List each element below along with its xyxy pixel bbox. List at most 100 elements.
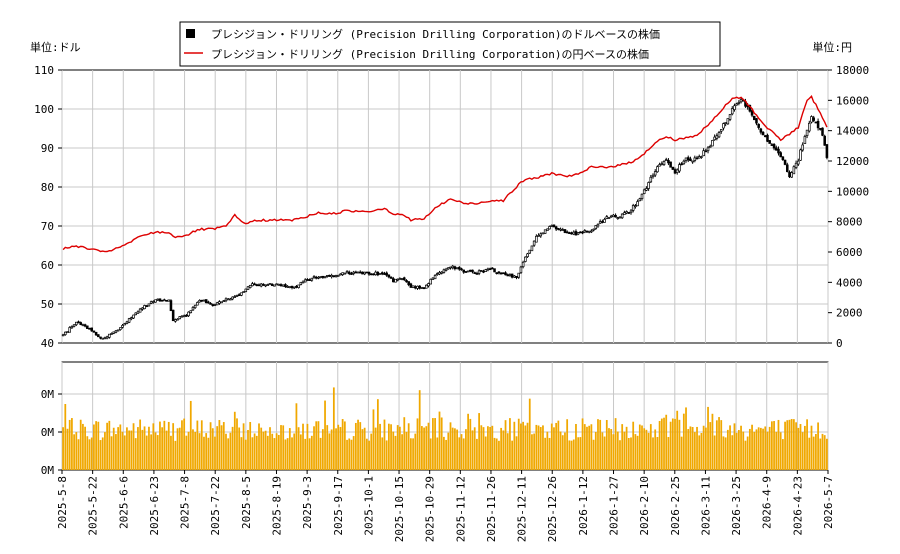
candle-body	[469, 269, 472, 272]
volume-bar	[77, 439, 80, 470]
candle-body	[717, 132, 721, 138]
volume-bar	[583, 424, 586, 470]
candle-body	[576, 232, 580, 235]
candle-body	[623, 212, 626, 215]
candle-body	[662, 161, 666, 165]
x-tick-label: 2025-8-19	[270, 476, 283, 536]
volume-bar	[251, 437, 254, 470]
candle-body	[310, 277, 314, 281]
candle-body	[819, 128, 822, 130]
jpy-tick-label: 8000	[836, 216, 863, 229]
volume-bar	[346, 439, 348, 470]
candle-body	[422, 287, 426, 290]
candle-body	[383, 273, 386, 275]
candle-body	[554, 226, 558, 230]
candle-body	[724, 122, 727, 124]
volume-bar	[299, 434, 302, 470]
candle-body	[255, 284, 259, 286]
volume-bar	[163, 420, 166, 470]
candle-body	[94, 331, 98, 336]
usd-tick-label: 40	[41, 337, 54, 350]
candle-body	[585, 230, 589, 233]
volume-bar	[735, 432, 738, 470]
candle-body	[625, 211, 628, 214]
volume-bar	[156, 435, 159, 470]
volume-bar	[674, 418, 676, 470]
candle-body	[601, 221, 604, 223]
volume-bar	[62, 427, 64, 470]
volume-bar	[365, 438, 368, 470]
candle-body	[189, 310, 193, 314]
volume-bar	[700, 433, 703, 470]
volume-bar	[515, 436, 518, 470]
volume-bar	[533, 433, 536, 470]
candle-body	[607, 217, 611, 219]
volume-bar	[236, 418, 238, 470]
candle-body	[774, 147, 778, 151]
candle-body	[755, 118, 758, 124]
volume-bar	[605, 419, 608, 470]
volume-bar	[654, 429, 657, 470]
volume-bar	[143, 426, 146, 470]
candle-body	[83, 324, 87, 327]
volume-bar	[502, 430, 505, 470]
volume-bar	[597, 419, 599, 470]
candle-body	[369, 273, 373, 276]
usd-axis-ticks: 40 50 60 70 80 90 100 110	[34, 64, 62, 350]
x-tick-label: 2025-6-23	[148, 476, 161, 536]
candle-body	[387, 274, 391, 278]
volume-bar	[154, 432, 157, 470]
volume-bar	[282, 425, 285, 470]
candle-body	[570, 232, 573, 235]
volume-bar	[211, 428, 214, 470]
candle-body	[356, 271, 360, 274]
volume-bar	[746, 436, 749, 470]
volume-bar	[293, 433, 296, 470]
candle-body	[292, 286, 296, 289]
candle-body	[695, 157, 699, 160]
volume-bar	[768, 426, 771, 470]
volume-bar	[495, 438, 498, 470]
candle-body	[361, 271, 364, 275]
candle-body	[218, 301, 221, 304]
candle-body	[671, 166, 675, 170]
candle-body	[761, 131, 765, 136]
candle-body	[431, 277, 435, 280]
candle-body	[262, 283, 265, 286]
volume-bar	[82, 423, 84, 470]
candle-body	[119, 327, 122, 330]
volume-bar	[671, 418, 674, 470]
volume-bar	[786, 420, 789, 470]
volume-bar	[242, 423, 245, 470]
candle-body	[321, 275, 325, 278]
volume-bar	[66, 428, 69, 470]
candle-body	[143, 305, 146, 310]
candle-body	[482, 270, 485, 273]
candle-body	[451, 265, 454, 269]
candle-body	[528, 249, 532, 254]
volume-bar	[693, 432, 696, 470]
candle-body	[281, 284, 285, 287]
candle-body	[510, 273, 514, 278]
volume-bar	[214, 436, 216, 470]
volume-bar	[222, 422, 225, 470]
candle-body	[812, 117, 815, 121]
right-unit-label: 単位:円	[812, 40, 852, 54]
volume-bar	[726, 429, 729, 470]
volume-bar	[403, 417, 406, 470]
volume-bar	[112, 427, 115, 470]
volume-bar	[99, 440, 102, 470]
volume-bar	[185, 435, 188, 470]
candle-body	[693, 157, 697, 161]
volume-bar	[423, 427, 425, 470]
volume-bar	[462, 438, 465, 470]
volume-bar	[451, 427, 454, 470]
candle-body	[178, 316, 182, 320]
volume-bar	[106, 422, 109, 470]
volume-bar	[638, 424, 641, 470]
candle-body	[334, 275, 338, 278]
candle-body	[347, 271, 351, 274]
volume-bar	[643, 428, 646, 470]
candle-body	[147, 303, 151, 307]
candle-body	[405, 280, 408, 283]
